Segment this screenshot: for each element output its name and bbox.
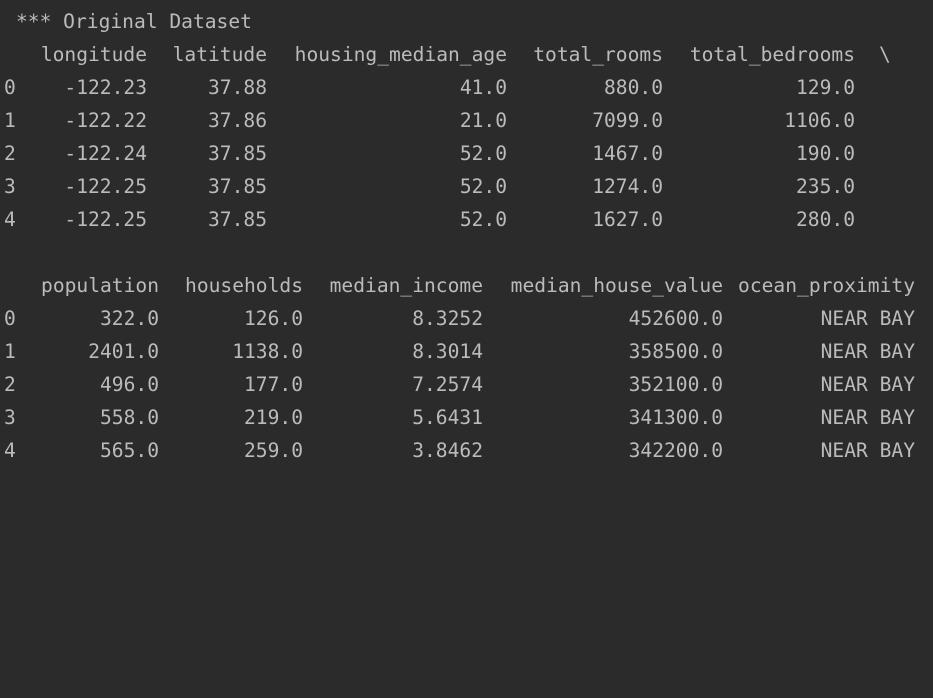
- table1-col-header: total_rooms: [533, 43, 663, 66]
- table-cell: 1106.0: [784, 109, 855, 132]
- table-row: 2 -122.24 37.85 52.0 1467.0 190.0: [0, 137, 933, 170]
- table-cell: 52.0: [459, 142, 507, 165]
- table-cell: -122.24: [64, 142, 147, 165]
- table-cell: 37.88: [208, 76, 267, 99]
- table-row: 2 496.0 177.0 7.2574 352100.0 NEAR BAY: [0, 368, 933, 401]
- table-row: 3 -122.25 37.85 52.0 1274.0 235.0: [0, 170, 933, 203]
- table-row: 1 -122.22 37.86 21.0 7099.0 1106.0: [0, 104, 933, 137]
- table1-col-header: longitude: [40, 43, 147, 66]
- row-index: 4: [4, 439, 16, 462]
- table-cell: NEAR BAY: [820, 406, 915, 429]
- table-cell: 322.0: [100, 307, 159, 330]
- table-cell: 190.0: [796, 142, 855, 165]
- table-cell: 1627.0: [592, 208, 663, 231]
- table-cell: 558.0: [100, 406, 159, 429]
- table-cell: 352100.0: [628, 373, 723, 396]
- table2-col-header: median_house_value: [510, 274, 723, 297]
- row-index: 2: [4, 142, 16, 165]
- table-cell: 8.3014: [412, 340, 483, 363]
- row-index: 4: [4, 208, 16, 231]
- table-cell: 37.85: [208, 208, 267, 231]
- table-cell: 37.85: [208, 142, 267, 165]
- table1-col-header: latitude: [172, 43, 267, 66]
- row-index: 0: [4, 307, 16, 330]
- row-index: 3: [4, 175, 16, 198]
- table-cell: 235.0: [796, 175, 855, 198]
- table-cell: NEAR BAY: [820, 340, 915, 363]
- table-row: 4 565.0 259.0 3.8462 342200.0 NEAR BAY: [0, 434, 933, 467]
- row-index: 1: [4, 340, 16, 363]
- table-cell: 37.86: [208, 109, 267, 132]
- table-row: 4 -122.25 37.85 52.0 1627.0 280.0: [0, 203, 933, 236]
- table1-col-header: housing_median_age: [294, 43, 507, 66]
- table-cell: 1274.0: [592, 175, 663, 198]
- table-cell: 342200.0: [628, 439, 723, 462]
- table-row: 3 558.0 219.0 5.6431 341300.0 NEAR BAY: [0, 401, 933, 434]
- table-cell: 52.0: [459, 175, 507, 198]
- table-cell: 126.0: [244, 307, 303, 330]
- table2-col-header: median_income: [329, 274, 483, 297]
- table-cell: -122.23: [64, 76, 147, 99]
- table-cell: 8.3252: [412, 307, 483, 330]
- table-cell: 1138.0: [232, 340, 303, 363]
- table-cell: 341300.0: [628, 406, 723, 429]
- table-cell: 1467.0: [592, 142, 663, 165]
- table-row: 0 322.0 126.0 8.3252 452600.0 NEAR BAY: [0, 302, 933, 335]
- table-cell: -122.25: [64, 208, 147, 231]
- row-index: 1: [4, 109, 16, 132]
- table-cell: 37.85: [208, 175, 267, 198]
- table-cell: 358500.0: [628, 340, 723, 363]
- table-cell: 496.0: [100, 373, 159, 396]
- table-cell: 259.0: [244, 439, 303, 462]
- table-cell: 52.0: [459, 208, 507, 231]
- table2-col-header: population: [41, 274, 159, 297]
- table-row: 1 2401.0 1138.0 8.3014 358500.0 NEAR BAY: [0, 335, 933, 368]
- table-cell: 219.0: [244, 406, 303, 429]
- table-cell: 7.2574: [412, 373, 483, 396]
- table-cell: NEAR BAY: [820, 373, 915, 396]
- table-cell: 129.0: [796, 76, 855, 99]
- output-title: *** Original Dataset: [16, 10, 252, 33]
- table-row: 0 -122.23 37.88 41.0 880.0 129.0: [0, 71, 933, 104]
- table-cell: -122.25: [64, 175, 147, 198]
- row-index: 0: [4, 76, 16, 99]
- table-cell: 21.0: [459, 109, 507, 132]
- table-cell: 880.0: [604, 76, 663, 99]
- table2-col-header: ocean_proximity: [738, 274, 915, 297]
- table1-col-header: total_bedrooms: [689, 43, 855, 66]
- table-cell: 41.0: [459, 76, 507, 99]
- table-cell: 280.0: [796, 208, 855, 231]
- table-cell: 2401.0: [88, 340, 159, 363]
- table2-header-row: population households median_income medi…: [0, 269, 933, 302]
- table1-header-row: longitude latitude housing_median_age to…: [0, 38, 933, 71]
- table-cell: -122.22: [64, 109, 147, 132]
- table-cell: 452600.0: [628, 307, 723, 330]
- table-cell: NEAR BAY: [820, 307, 915, 330]
- table-cell: 3.8462: [412, 439, 483, 462]
- table-cell: 177.0: [244, 373, 303, 396]
- row-index: 2: [4, 373, 16, 396]
- table-cell: 7099.0: [592, 109, 663, 132]
- console-output: *** Original Dataset longitude latitude …: [0, 10, 933, 467]
- table-cell: 565.0: [100, 439, 159, 462]
- row-index: 3: [4, 406, 16, 429]
- line-continuation: \: [879, 43, 891, 66]
- table2-col-header: households: [185, 274, 303, 297]
- table-cell: NEAR BAY: [820, 439, 915, 462]
- table-cell: 5.6431: [412, 406, 483, 429]
